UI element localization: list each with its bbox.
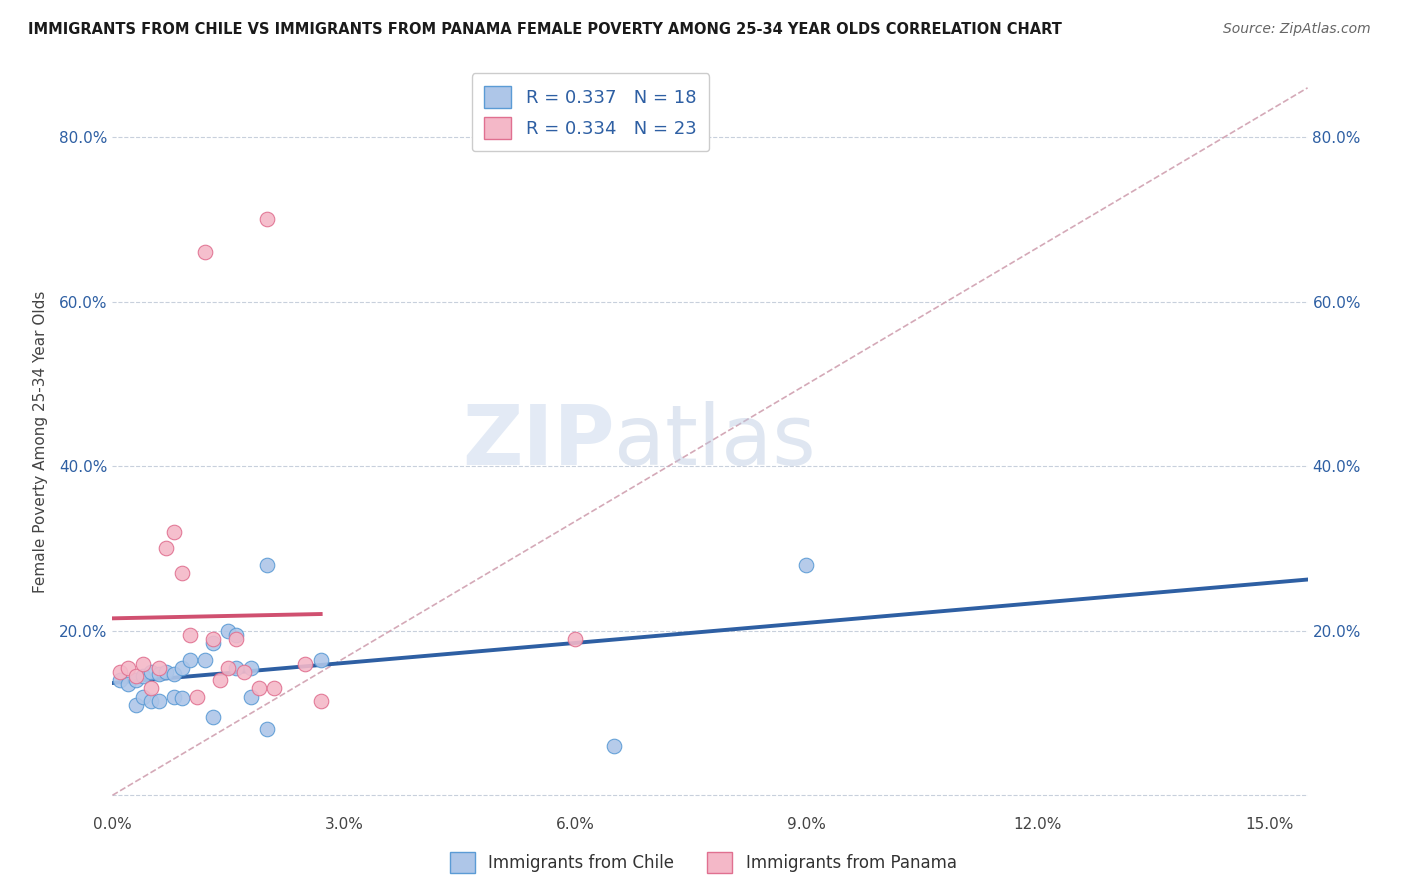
Point (148, 666, 170, 681)
Point (163, 690, 186, 704)
Text: atlas: atlas (614, 401, 815, 482)
Point (117, 677, 139, 691)
Point (201, 632, 224, 646)
Point (108, 665, 131, 679)
Point (201, 636, 224, 650)
Point (256, 558, 278, 572)
Point (217, 661, 239, 675)
Point (209, 673, 232, 687)
Point (564, 632, 586, 646)
Point (163, 524, 186, 539)
Text: ZIP: ZIP (463, 401, 614, 482)
Point (179, 652, 201, 666)
Point (155, 541, 177, 556)
Point (225, 628, 247, 642)
Point (117, 661, 139, 675)
Point (796, 558, 818, 572)
Point (124, 669, 146, 683)
Point (232, 665, 254, 679)
Point (132, 669, 155, 683)
Point (186, 690, 208, 704)
Point (179, 628, 201, 642)
Point (139, 665, 162, 679)
Point (256, 212, 278, 227)
Point (194, 652, 217, 666)
Point (194, 245, 217, 260)
Point (263, 681, 285, 696)
Point (148, 661, 170, 675)
Text: IMMIGRANTS FROM CHILE VS IMMIGRANTS FROM PANAMA FEMALE POVERTY AMONG 25-34 YEAR : IMMIGRANTS FROM CHILE VS IMMIGRANTS FROM… (28, 22, 1062, 37)
Point (148, 694, 170, 708)
Point (225, 661, 247, 675)
Legend: R = 0.337   N = 18, R = 0.334   N = 23: R = 0.337 N = 18, R = 0.334 N = 23 (472, 73, 709, 152)
Point (170, 691, 193, 706)
Point (201, 710, 224, 724)
Point (225, 632, 247, 646)
Y-axis label: Female Poverty Among 25-34 Year Olds: Female Poverty Among 25-34 Year Olds (32, 291, 48, 592)
Point (602, 739, 624, 753)
Point (240, 690, 263, 704)
Point (124, 673, 146, 687)
Point (170, 661, 193, 675)
Point (217, 624, 239, 638)
Point (240, 661, 263, 675)
Point (170, 566, 193, 581)
Point (124, 698, 146, 712)
Point (132, 657, 155, 671)
Point (256, 723, 278, 737)
Point (139, 681, 162, 696)
Point (163, 666, 186, 681)
Point (309, 652, 332, 666)
Point (132, 690, 155, 704)
Point (294, 657, 316, 671)
Legend: Immigrants from Chile, Immigrants from Panama: Immigrants from Chile, Immigrants from P… (443, 846, 963, 880)
Point (155, 665, 177, 679)
Point (108, 673, 131, 687)
Text: Source: ZipAtlas.com: Source: ZipAtlas.com (1223, 22, 1371, 37)
Point (247, 681, 270, 696)
Point (139, 694, 162, 708)
Point (309, 694, 332, 708)
